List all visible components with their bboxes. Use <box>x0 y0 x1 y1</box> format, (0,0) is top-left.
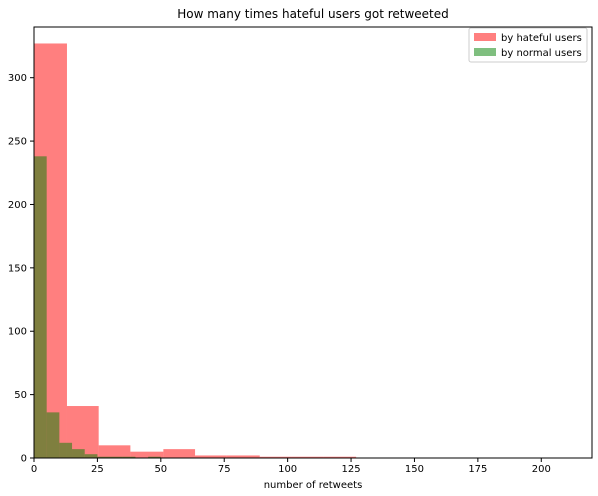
x-tick-label-8: 200 <box>532 464 551 475</box>
x-tick-label-2: 50 <box>154 464 167 475</box>
x-tick-label-1: 25 <box>91 464 104 475</box>
bar-series-0-bin-6 <box>226 455 260 458</box>
x-axis-ticks: 0 25 50 75 100 125 150 175 200 <box>31 458 551 475</box>
bar-series-1-bin-3 <box>72 449 85 458</box>
bar-series-0-bin-8 <box>291 456 324 458</box>
legend-box <box>468 27 588 63</box>
bar-series-0-bin-9 <box>323 456 357 458</box>
legend-label-0: by hateful users <box>501 33 582 44</box>
y-axis-ticks: 0 50 100 150 200 250 300 <box>8 73 34 465</box>
bar-series-1-bin-4 <box>84 454 98 458</box>
x-tick-label-0: 0 <box>31 464 37 475</box>
y-tick-label-6: 300 <box>8 73 27 84</box>
chart-title: How many times hateful users got retweet… <box>177 7 449 21</box>
x-axis-label: number of retweets <box>264 480 363 491</box>
legend-items: by hateful users by normal users <box>474 33 582 59</box>
y-tick-label-2: 100 <box>8 327 27 338</box>
bars-layer <box>34 43 357 459</box>
legend-swatch-0 <box>474 33 496 41</box>
plot-frame <box>33 26 593 459</box>
y-tick-label-5: 250 <box>8 137 27 148</box>
y-tick-label-0: 0 <box>21 454 27 465</box>
bar-series-0-bin-3 <box>130 451 164 458</box>
legend-label-1: by normal users <box>501 48 582 59</box>
y-tick-label-4: 200 <box>8 200 27 211</box>
bar-series-1-bin-7 <box>122 456 136 458</box>
bar-series-0-bin-5 <box>195 455 227 458</box>
bar-series-1-bin-1 <box>46 412 60 458</box>
x-tick-label-3: 75 <box>218 464 231 475</box>
bar-series-1-bin-8 <box>148 456 161 458</box>
bar-series-0-bin-2 <box>98 445 131 458</box>
bar-series-0-bin-7 <box>259 456 292 458</box>
y-tick-label-1: 50 <box>14 390 27 401</box>
bar-series-1-bin-2 <box>59 442 73 458</box>
bar-series-1-bin-6 <box>110 456 123 458</box>
bar-series-0-bin-4 <box>163 449 196 458</box>
x-tick-label-4: 100 <box>278 464 297 475</box>
bar-series-1-bin-5 <box>97 456 111 458</box>
legend-swatch-1 <box>474 48 496 56</box>
legend[interactable]: by hateful users by normal users <box>468 27 588 63</box>
x-tick-label-5: 125 <box>341 464 360 475</box>
x-tick-label-7: 175 <box>468 464 487 475</box>
y-tick-label-3: 150 <box>8 263 27 274</box>
bar-series-1-bin-0 <box>34 156 47 459</box>
x-tick-label-6: 150 <box>405 464 424 475</box>
